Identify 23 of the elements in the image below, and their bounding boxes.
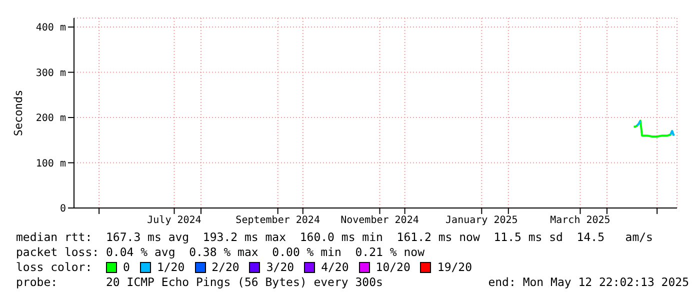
legend-label: 1/20 xyxy=(156,260,185,275)
y-tick-label: 0 xyxy=(60,204,66,215)
y-tick-label: 100 m xyxy=(36,158,66,170)
x-tick-label: January 2025 xyxy=(446,215,518,226)
legend-label: 3/20 xyxy=(266,260,294,275)
text: probe: 20 ICMP Echo Pings (56 Bytes) every 300s xyxy=(16,275,383,290)
legend-label: 19/20 xyxy=(437,260,472,275)
y-tick-label: 200 m xyxy=(36,113,66,124)
text: end: Mon May 12 22:02:13 2025 xyxy=(488,275,689,290)
x-tick-label: November 2024 xyxy=(340,215,419,226)
y-tick-label: 400 m xyxy=(36,22,66,34)
y-tick-label: 300 m xyxy=(36,68,66,79)
x-tick-label: July 2024 xyxy=(147,215,202,226)
text: median rtt: 167.3 ms avg 193.2 ms max 160.0 ms min 161.2 ms now 11.5 ms sd 14.5 am/s xyxy=(16,230,654,245)
text: packet loss: 0.04 % avg 0.38 % max 0.00 % min 0.21 % now xyxy=(16,245,426,260)
legend-title: loss color: xyxy=(16,260,94,275)
legend-label: 0 xyxy=(123,260,130,275)
x-tick-label: March 2025 xyxy=(550,215,610,226)
y-axis-title: Seconds xyxy=(12,90,25,136)
x-tick-label: September 2024 xyxy=(236,215,320,226)
legend-label: 4/20 xyxy=(321,260,349,275)
legend-label: 10/20 xyxy=(376,260,410,275)
legend-label: 2/20 xyxy=(212,260,240,275)
